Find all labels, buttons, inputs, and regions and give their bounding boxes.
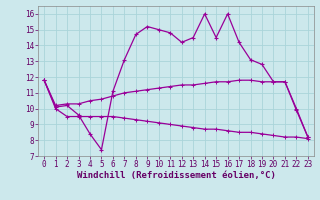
X-axis label: Windchill (Refroidissement éolien,°C): Windchill (Refroidissement éolien,°C) [76,171,276,180]
